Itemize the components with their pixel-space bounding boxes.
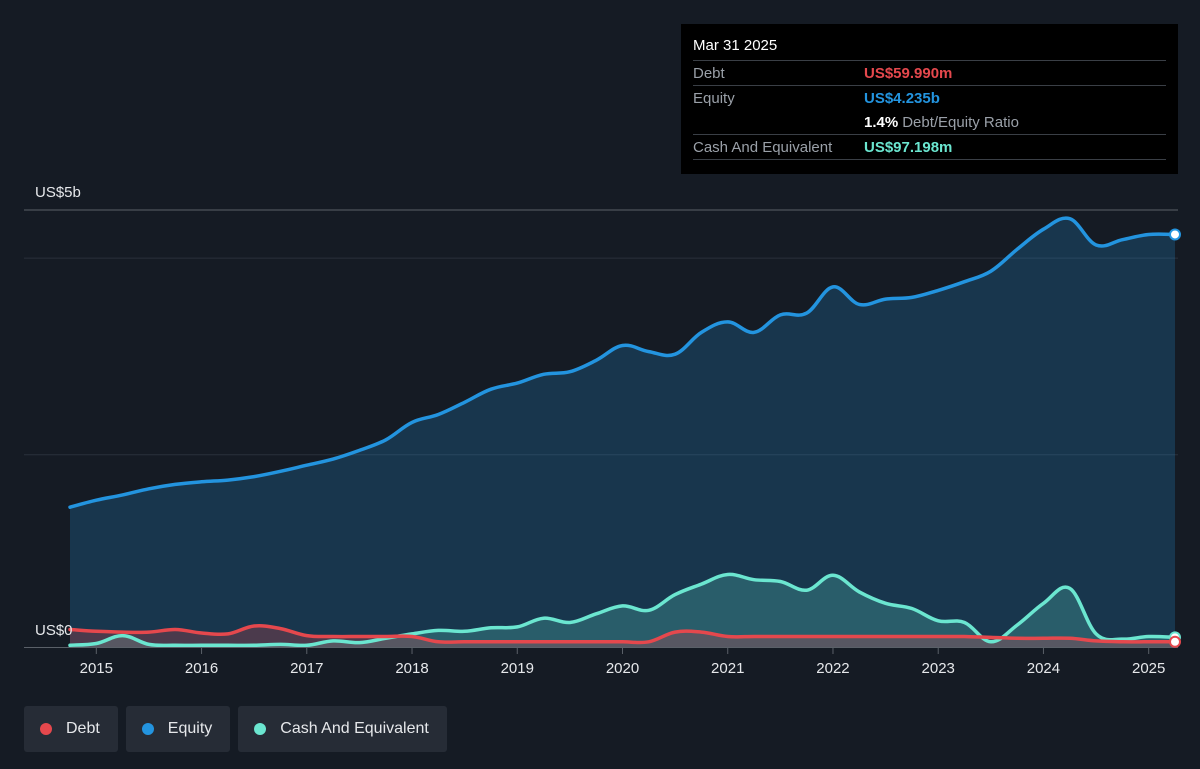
x-tick-label-2019: 2019 [501, 660, 534, 677]
legend-item-cash[interactable]: Cash And Equivalent [238, 706, 447, 752]
legend: Debt Equity Cash And Equivalent [24, 706, 447, 752]
equity-line [68, 216, 1177, 509]
y-axis-top-label: US$5b [35, 184, 81, 201]
tooltip-debt-label: Debt [693, 64, 725, 82]
equity-endpoint [1169, 228, 1181, 241]
y-axis-bottom-label: US$0 [35, 622, 73, 639]
x-tick-label-2016: 2016 [185, 660, 218, 677]
cash-and-equivalent-line [68, 572, 1177, 648]
tooltip-ratio-label: Debt/Equity Ratio [902, 113, 1019, 131]
tooltip-equity-label: Equity [693, 89, 735, 107]
x-tick-label-2017: 2017 [290, 660, 323, 677]
gridlines [24, 257, 1178, 456]
equity-area [70, 218, 1175, 647]
legend-item-equity[interactable]: Equity [125, 706, 231, 752]
debt-endpoint [1169, 635, 1181, 648]
series-areas [70, 218, 1175, 647]
tooltip-date: Mar 31 2025 [693, 37, 778, 54]
tooltip-cash-label: Cash And Equivalent [693, 138, 833, 156]
legend-label-equity: Equity [167, 720, 213, 737]
debt-line [68, 624, 1177, 645]
x-tick-label-2020: 2020 [606, 660, 639, 677]
x-tick-label-2015: 2015 [80, 660, 113, 677]
legend-label-debt: Debt [66, 720, 100, 737]
x-tick-label-2025: 2025 [1132, 660, 1165, 677]
tooltip-cash-value: US$97.198m [864, 138, 953, 156]
tooltip-equity-value: US$4.235b [864, 89, 940, 107]
x-axis-ticks: 2015 2016 2017 2018 2019 2020 2021 2022 2023 2024… [80, 648, 1165, 677]
series-lines [68, 216, 1177, 648]
tooltip-cash-row: Cash And Equivalent US$97.198m [693, 134, 1166, 160]
x-tick-label-2024: 2024 [1027, 660, 1060, 677]
cash-and-equivalent-area [70, 574, 1175, 647]
tooltip-debt-row: Debt US$59.990m [693, 60, 1166, 85]
x-tick-label-2021: 2021 [711, 660, 744, 677]
legend-dot-equity [141, 723, 154, 735]
tooltip-equity-row: Equity US$4.235b [693, 85, 1166, 110]
tooltip-ratio-row: 1.4% Debt/Equity Ratio [693, 110, 1166, 134]
tooltip: Mar 31 2025 Debt US$59.990m Equity US$4.… [681, 24, 1178, 174]
x-tick-label-2022: 2022 [816, 660, 849, 677]
legend-item-debt[interactable]: Debt [24, 706, 118, 752]
legend-label-cash: Cash And Equivalent [280, 720, 429, 737]
x-tick-label-2018: 2018 [395, 660, 428, 677]
legend-dot-cash [254, 723, 267, 735]
series-endpoints [1169, 228, 1181, 648]
legend-dot-debt [40, 723, 52, 735]
tooltip-debt-value: US$59.990m [864, 64, 953, 82]
tooltip-ratio-value: 1.4% [864, 113, 899, 131]
x-tick-label-2023: 2023 [922, 660, 955, 677]
